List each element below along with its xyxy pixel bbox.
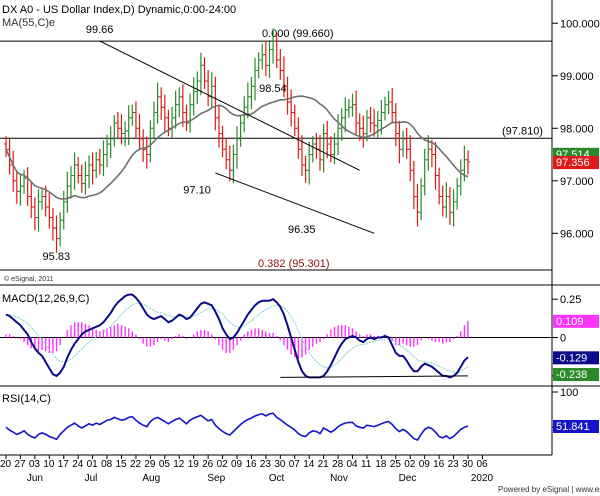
date-tick-label: 23: [260, 459, 272, 470]
date-tick-label: 02: [404, 459, 416, 470]
date-tick-label: 24: [72, 459, 84, 470]
price-annotation: 96.35: [288, 224, 316, 236]
date-tick-label: 26: [202, 459, 214, 470]
date-tick-label: 05: [159, 459, 171, 470]
fib-levels: 0.000 (99.660) (97.810) 0.382 (95.301): [0, 28, 552, 271]
price-annotation: 98.54: [259, 83, 287, 95]
macd-line: [5, 293, 469, 379]
trendlines: [99, 40, 375, 234]
price-annotations: 99.66 98.54 97.10 95.83 96.35: [43, 24, 316, 263]
rsi-panel: 1005051.841: [5, 387, 599, 441]
macd-value-label: -0.238: [556, 369, 587, 381]
ohlc-bars: [4, 28, 470, 253]
price-axis: 100.00099.00098.00097.00096.00097.51497.…: [552, 18, 600, 240]
price-tick-label: 98.000: [560, 123, 594, 135]
price-tick-label: 97.000: [560, 176, 594, 188]
date-tick-label: 19: [188, 459, 200, 470]
month-label: Oct: [269, 473, 285, 484]
month-label: Nov: [330, 473, 348, 484]
price-tick-label: 99.000: [560, 71, 594, 83]
rsi-header: RSI(14,C): [2, 393, 51, 405]
macd-value-tag: [553, 314, 599, 328]
date-tick-label: 28: [332, 459, 344, 470]
macd-value-tag: [553, 368, 599, 382]
macd-value-label: -0.129: [556, 352, 587, 364]
price-annotation: 95.83: [43, 251, 71, 263]
rsi-value-tag: [553, 419, 599, 433]
date-tick-label: 16: [245, 459, 257, 470]
date-tick-label: 16: [433, 459, 445, 470]
month-label: 2020: [471, 473, 494, 484]
ma-line: [5, 95, 469, 200]
chart-header: DX A0 - US Dollar Index,D) Dynamic,0:00-…: [2, 4, 236, 16]
date-tick-label: 01: [87, 459, 99, 470]
date-tick-label: 20: [0, 459, 12, 470]
moving-average: [5, 95, 469, 200]
macd-signal-line: [5, 302, 469, 373]
date-tick-label: 29: [144, 459, 156, 470]
fib-level-label: 0.000 (99.660): [262, 28, 334, 40]
month-label: Jul: [85, 473, 98, 484]
date-tick-label: 15: [116, 459, 128, 470]
date-tick-label: 04: [347, 459, 359, 470]
date-tick-label: 12: [173, 459, 185, 470]
footer-text: Powered by eSignal | www.esignal.com: [498, 485, 600, 494]
ma-label: MA(55,C)e: [2, 17, 55, 29]
price-tag: [553, 156, 599, 170]
fib-level-label: 0.382 (95.301): [258, 258, 330, 270]
date-tick-label: 30: [274, 459, 286, 470]
macd-trendline: [280, 375, 469, 378]
date-tick-label: 27: [14, 459, 26, 470]
price-tick-label: 96.000: [560, 228, 594, 240]
macd-panel: 0.250-0.250.109-0.129-0.238: [0, 293, 599, 383]
month-label: Dec: [399, 473, 417, 484]
date-tick-label: 10: [43, 459, 55, 470]
trendline: [215, 172, 375, 234]
rsi-tick-label: 100: [560, 387, 578, 399]
date-tick-label: 22: [130, 459, 142, 470]
trendline: [99, 40, 360, 171]
date-tick-label: 30: [462, 459, 474, 470]
rsi-value-label: 51.841: [556, 421, 590, 433]
macd-value-label: 0.109: [556, 316, 584, 328]
macd-tick-label: 0: [560, 333, 566, 345]
date-tick-label: 06: [476, 459, 488, 470]
date-tick-label: 14: [303, 459, 315, 470]
month-label: Jun: [27, 473, 43, 484]
date-tick-label: 18: [375, 459, 387, 470]
date-axis: 20 27 03 10 17 24 01 08 15 22 29 05 12 19 26 02 09 16 23 30…: [0, 455, 494, 484]
macd-header: MACD(12,26,9,C): [2, 293, 89, 305]
date-tick-label: 17: [58, 459, 70, 470]
date-tick-label: 02: [217, 459, 229, 470]
month-label: Aug: [142, 473, 160, 484]
price-annotation: 99.66: [86, 24, 114, 36]
rsi-line: [5, 412, 469, 441]
date-tick-label: 23: [448, 459, 460, 470]
date-tick-label: 25: [390, 459, 402, 470]
date-tick-label: 21: [318, 459, 330, 470]
macd-value-tag: [553, 351, 599, 365]
price-annotation: 97.10: [183, 185, 211, 197]
copyright-text: © eSignal, 2011: [4, 275, 54, 283]
macd-tick-label: 0.25: [560, 294, 581, 306]
month-label: Sep: [207, 473, 225, 484]
date-tick-label: 07: [289, 459, 301, 470]
axis-background: [552, 0, 600, 470]
price-tag-label: 97.356: [556, 157, 590, 169]
date-tick-label: 11: [361, 459, 372, 470]
fib-level-label: (97.810): [502, 125, 543, 137]
date-tick-label: 09: [231, 459, 243, 470]
date-tick-label: 03: [29, 459, 41, 470]
date-tick-label: 09: [419, 459, 431, 470]
date-tick-label: 08: [101, 459, 113, 470]
price-tick-label: 100.000: [560, 18, 600, 30]
